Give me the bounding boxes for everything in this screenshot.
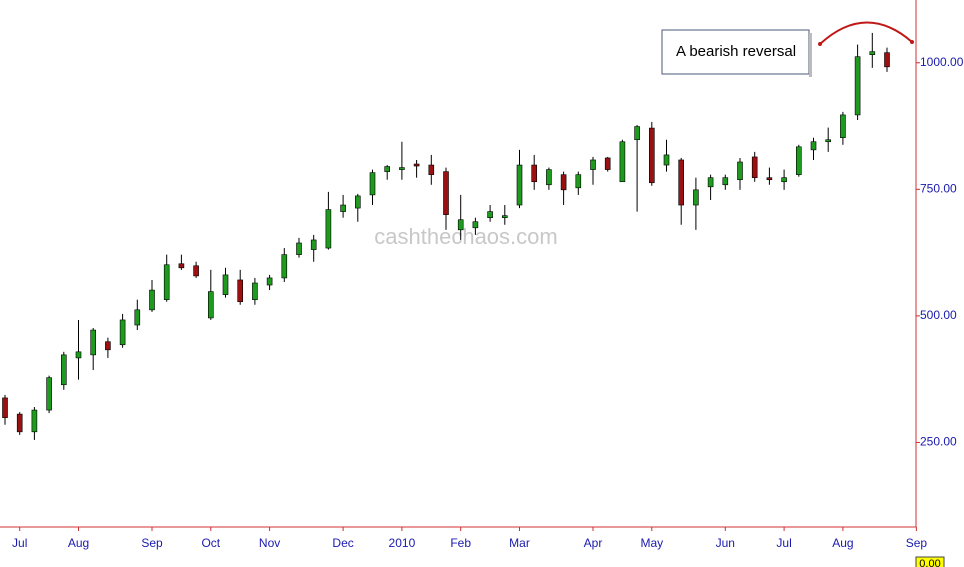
candle-body	[810, 141, 817, 151]
candle-body	[472, 221, 479, 229]
candle-body	[531, 164, 538, 183]
candle-body	[16, 413, 23, 433]
candle-body	[178, 263, 185, 269]
x-tick-label: Jun	[716, 536, 735, 550]
x-tick-label: May	[640, 536, 663, 550]
candle-body	[163, 264, 170, 300]
candle-body	[384, 166, 391, 172]
candle-body	[869, 51, 876, 55]
annotation-text: A bearish reversal	[676, 43, 796, 60]
x-tick-label: 2010	[389, 536, 416, 550]
candle-body	[722, 177, 729, 186]
candle-body	[354, 195, 361, 209]
candle-body	[310, 239, 317, 250]
candle-body	[825, 139, 832, 143]
candle-body	[193, 265, 199, 277]
candle-body	[75, 351, 82, 359]
candle-body	[208, 291, 214, 319]
candle-body	[325, 209, 332, 249]
candle-body	[795, 146, 802, 175]
x-tick-label: Aug	[832, 536, 853, 550]
x-tick-label: Mar	[509, 536, 530, 550]
arc-end	[818, 42, 822, 46]
price-box	[915, 556, 945, 567]
candle-body	[501, 215, 508, 218]
candle-body	[487, 211, 493, 218]
candle-body	[46, 377, 52, 411]
x-tick-label: Apr	[584, 536, 603, 550]
x-tick-label: Aug	[68, 536, 89, 550]
candle-body	[2, 397, 8, 418]
candle-body	[134, 309, 141, 326]
candle-body	[781, 177, 787, 183]
x-tick-label: Sep	[141, 536, 163, 550]
candle-body	[119, 319, 126, 346]
candle-body	[237, 279, 243, 303]
candle-body	[105, 341, 111, 351]
reversal-arc	[819, 21, 913, 45]
candle-body	[751, 156, 758, 178]
candle-body	[281, 254, 288, 279]
x-tick-label: Feb	[450, 536, 471, 550]
candle-body	[575, 174, 582, 189]
candle-body	[619, 141, 626, 183]
annotation-box	[661, 29, 810, 75]
candle-body	[31, 409, 38, 433]
candle-body	[399, 167, 405, 170]
candle-body	[707, 177, 714, 188]
candle-body	[634, 126, 640, 141]
candle-body	[604, 157, 611, 170]
candle-body	[678, 159, 685, 206]
candle-body	[296, 242, 302, 255]
candle-body	[663, 154, 670, 166]
arc-end	[910, 40, 914, 44]
candle-body	[546, 169, 552, 186]
candle-body	[90, 329, 96, 356]
candle-body	[222, 274, 229, 295]
candle-body	[60, 354, 67, 386]
candle-body	[884, 52, 890, 68]
candle-body	[443, 171, 449, 215]
x-tick-label: Oct	[201, 536, 220, 550]
candle-body	[340, 204, 346, 212]
y-tick-label: 750.00	[920, 182, 957, 196]
x-tick-label: Dec	[332, 536, 353, 550]
candle-body	[149, 289, 155, 311]
watermark: cashthechaos.com	[374, 224, 557, 249]
candle-body	[840, 114, 846, 138]
candle-body	[516, 164, 523, 206]
candle-body	[457, 219, 464, 231]
price-box-label: 0.00	[919, 558, 940, 567]
x-tick-label: Nov	[259, 536, 280, 550]
candle-body	[648, 127, 655, 184]
y-tick-label: 1000.00	[920, 55, 964, 69]
candle-body	[560, 174, 567, 191]
candle-body	[266, 277, 273, 286]
candle-body	[766, 177, 773, 181]
candle-body	[693, 189, 699, 206]
candle-body	[252, 282, 258, 300]
x-tick-label: Jul	[12, 536, 27, 550]
candle-body	[428, 164, 435, 175]
y-tick-label: 250.00	[920, 435, 957, 449]
candle-body	[590, 159, 596, 170]
candle-body	[369, 172, 376, 196]
x-tick-label: Sep	[906, 536, 928, 550]
x-tick-label: Jul	[776, 536, 791, 550]
candle-body	[737, 161, 743, 181]
annotation-shadow	[809, 33, 812, 77]
y-tick-label: 500.00	[920, 308, 957, 322]
candle-body	[854, 56, 861, 116]
candle-body	[413, 163, 420, 167]
